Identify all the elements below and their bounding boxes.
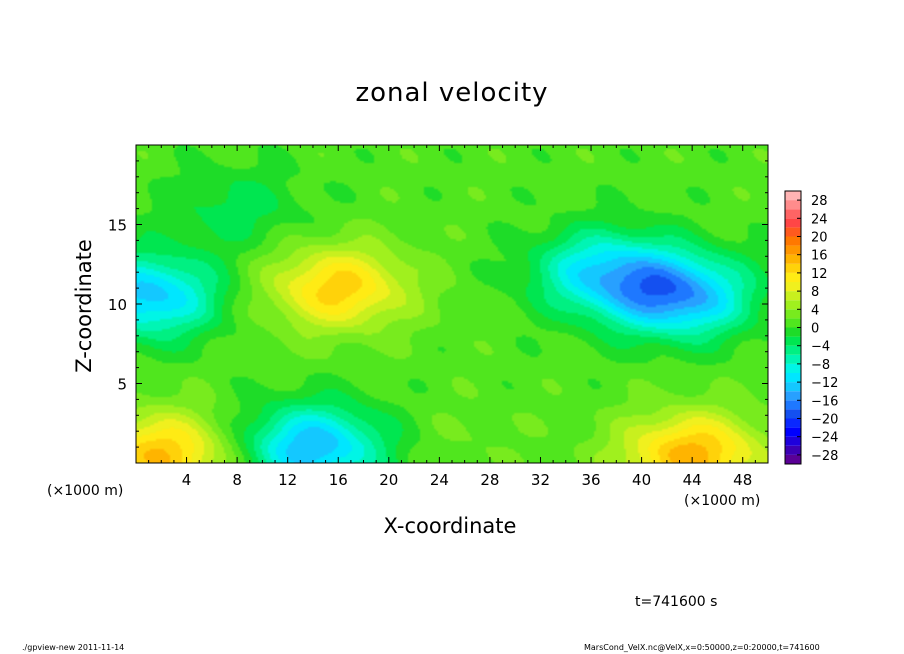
colorbar-swatch bbox=[785, 382, 801, 392]
colorbar-label: 28 bbox=[811, 194, 828, 209]
colorbar-label: 24 bbox=[811, 212, 828, 227]
x-tick-label: 32 bbox=[531, 471, 550, 489]
colorbar-swatch bbox=[785, 209, 801, 219]
colorbar-swatch bbox=[785, 236, 801, 246]
x-tick-label: 48 bbox=[733, 471, 752, 489]
colorbar-swatch bbox=[785, 300, 801, 310]
colorbar-swatch bbox=[785, 272, 801, 282]
x-axis-unit-right: (×1000 m) bbox=[684, 493, 761, 509]
colorbar-swatch bbox=[785, 363, 801, 373]
velocity-field bbox=[136, 145, 768, 463]
x-tick-label: 20 bbox=[379, 471, 398, 489]
y-tick-label: 10 bbox=[108, 296, 127, 314]
colorbar-swatch bbox=[785, 327, 801, 337]
colorbar-swatch bbox=[785, 436, 801, 446]
colorbar-swatch bbox=[785, 263, 801, 273]
time-label: t=741600 s bbox=[635, 594, 718, 610]
colorbar-swatch bbox=[785, 373, 801, 383]
colorbar-swatch bbox=[785, 400, 801, 410]
colorbar-label: −24 bbox=[811, 431, 838, 446]
colorbar-label: 16 bbox=[811, 249, 828, 264]
chart-title: zonal velocity bbox=[355, 78, 549, 108]
colorbar-swatch bbox=[785, 218, 801, 228]
plot-area bbox=[135, 144, 769, 464]
colorbar-label: −28 bbox=[811, 449, 838, 464]
x-tick-label: 28 bbox=[480, 471, 499, 489]
colorbar-swatch bbox=[785, 345, 801, 355]
x-tick-label: 12 bbox=[278, 471, 297, 489]
x-axis-unit-left: (×1000 m) bbox=[47, 483, 124, 499]
y-tick-label: 15 bbox=[108, 217, 127, 235]
colorbar-swatch bbox=[785, 391, 801, 401]
x-tick-label: 24 bbox=[430, 471, 449, 489]
x-axis-label: X-coordinate bbox=[383, 514, 517, 538]
colorbar-swatch bbox=[785, 227, 801, 237]
x-tick-label: 16 bbox=[329, 471, 348, 489]
colorbar-label: −4 bbox=[811, 340, 830, 355]
y-tick-label: 5 bbox=[117, 376, 127, 394]
y-axis-label: Z-coordinate bbox=[72, 239, 96, 373]
colorbar-label: 4 bbox=[811, 303, 819, 318]
colorbar: 28 24 20 16 12 8 4 0 −4 −8 −12 −16 −20 −24 −28 bbox=[784, 190, 838, 465]
colorbar-swatch bbox=[785, 200, 801, 210]
colorbar-swatch bbox=[785, 291, 801, 301]
x-tick-label: 8 bbox=[232, 471, 242, 489]
x-tick-label: 44 bbox=[683, 471, 702, 489]
x-tick-label: 4 bbox=[182, 471, 192, 489]
colorbar-swatch bbox=[785, 354, 801, 364]
colorbar-swatch bbox=[785, 309, 801, 319]
colorbar-label: −8 bbox=[811, 358, 830, 373]
x-tick-label: 36 bbox=[581, 471, 600, 489]
x-axis-ticks: 4 8 12 16 20 24 28 32 36 40 44 48 bbox=[148, 145, 756, 489]
x-tick-label: 40 bbox=[632, 471, 651, 489]
colorbar-swatch bbox=[785, 454, 801, 464]
footer-right: MarsCond_VelX.nc@VelX,x=0:50000,z=0:2000… bbox=[584, 643, 820, 652]
colorbar-label: −20 bbox=[811, 413, 838, 428]
colorbar-swatch bbox=[785, 191, 801, 201]
colorbar-swatch bbox=[785, 318, 801, 328]
colorbar-swatch bbox=[785, 245, 801, 255]
colorbar-label: −12 bbox=[811, 376, 838, 391]
colorbar-swatch bbox=[785, 254, 801, 264]
colorbar-label: −16 bbox=[811, 394, 838, 409]
colorbar-swatch bbox=[785, 427, 801, 437]
colorbar-swatch bbox=[785, 418, 801, 428]
colorbar-swatch bbox=[785, 445, 801, 455]
footer-left: ./gpview-new 2011-11-14 bbox=[22, 643, 125, 652]
colorbar-label: 20 bbox=[811, 231, 828, 246]
y-axis-ticks: 5 10 15 bbox=[108, 160, 768, 448]
colorbar-label: 0 bbox=[811, 322, 819, 337]
colorbar-label: 12 bbox=[811, 267, 828, 282]
colorbar-swatch bbox=[785, 282, 801, 292]
colorbar-label: 8 bbox=[811, 285, 819, 300]
colorbar-swatch bbox=[785, 409, 801, 419]
colorbar-swatch bbox=[785, 336, 801, 346]
